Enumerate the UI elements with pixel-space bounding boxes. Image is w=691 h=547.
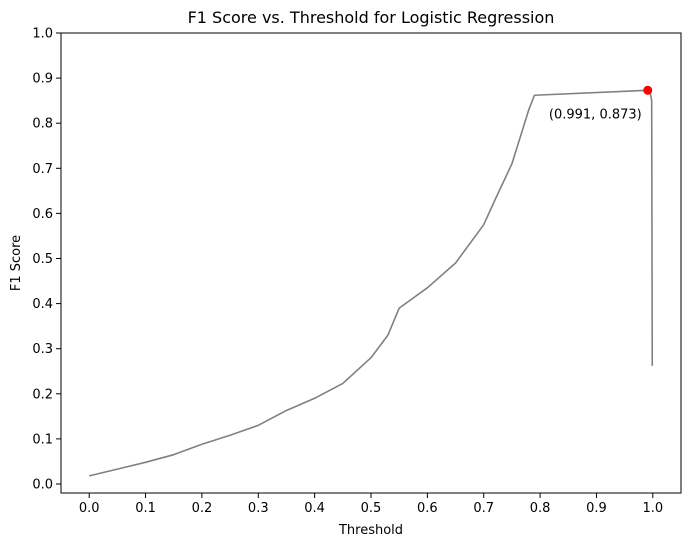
x-tick-label: 0.4: [304, 501, 325, 516]
x-axis-label: Threshold: [338, 523, 403, 538]
y-tick-label: 0.5: [32, 252, 53, 267]
y-axis-label: F1 Score: [9, 235, 24, 291]
x-tick-label: 0.7: [473, 501, 494, 516]
y-tick-label: 0.3: [32, 342, 53, 357]
y-tick-label: 0.2: [32, 387, 53, 402]
series-line: [88, 89, 654, 477]
x-tick-label: 0.0: [79, 501, 100, 516]
plot-area: (0.991, 0.873): [88, 85, 654, 477]
x-tick-label: 1.0: [642, 501, 663, 516]
y-tick-label: 0.8: [32, 117, 53, 132]
x-tick-label: 0.6: [417, 501, 438, 516]
y-tick-label: 1.0: [32, 27, 53, 42]
x-tick-label: 0.5: [361, 501, 382, 516]
max-f1-annotation: (0.991, 0.873): [549, 107, 642, 122]
x-tick-label: 0.1: [135, 501, 156, 516]
y-tick-label: 0.9: [32, 72, 53, 87]
max-f1-point: [643, 85, 653, 95]
y-tick-label: 0.6: [32, 207, 53, 222]
y-tick-label: 0.7: [32, 162, 53, 177]
x-tick-label: 0.8: [530, 501, 551, 516]
x-tick-label: 0.9: [586, 501, 607, 516]
x-tick-label: 0.2: [192, 501, 213, 516]
chart-title: F1 Score vs. Threshold for Logistic Regr…: [188, 8, 555, 27]
y-tick-label: 0.4: [32, 297, 53, 312]
y-tick-label: 0.0: [32, 477, 53, 492]
x-axis: 0.0 0.1 0.2 0.3 0.4 0.5 0.6 0.7 0.8 0.9 1.0: [79, 493, 663, 516]
y-axis: 0.0 0.1 0.2 0.3 0.4 0.5 0.6 0.7 0.8 0.9 1.0: [32, 27, 61, 492]
plot-frame: [60, 32, 682, 494]
x-tick-label: 0.3: [248, 501, 269, 516]
y-tick-label: 0.1: [32, 432, 53, 447]
